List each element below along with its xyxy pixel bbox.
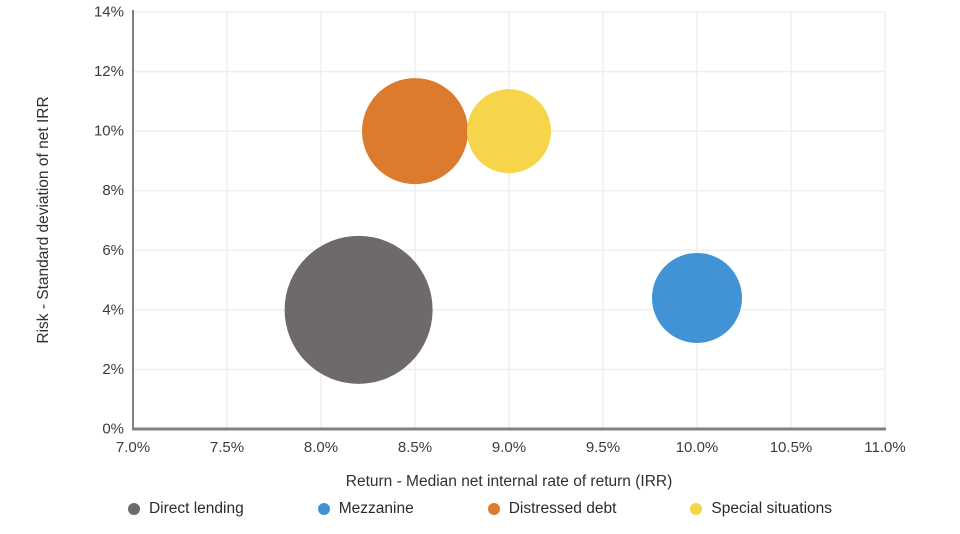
x-tick-label: 7.5% [210,439,244,456]
legend-item-special-situations: Special situations [690,500,832,518]
y-tick-label: 6% [102,242,124,259]
bubble-distressed-debt [362,78,468,185]
tick-labels: 7.0% 7.5% 8.0% 8.5% 9.0% 9.5% 10.0% 10.5% 11.0% 0… [94,4,906,457]
legend-marker-distressed-debt-icon [487,503,500,515]
y-tick-label: 12% [94,63,124,80]
y-tick-label: 14% [94,4,124,21]
legend-label-direct-lending: Direct lending [148,500,244,517]
legend-label-distressed-debt: Distressed debt [508,500,617,517]
y-tick-label: 10% [94,123,124,140]
x-axis-title: Return - Median net internal rate of ret… [346,473,673,490]
y-tick-label: 8% [102,182,124,199]
legend-item-mezzanine: Mezzanine [317,500,414,518]
y-tick-label: 2% [102,361,124,378]
chart-legend: Direct lending Mezzanine Distressed debt Sp… [0,500,960,518]
bubble-direct-lending [284,235,433,384]
bubbles [284,78,742,384]
legend-label-special-situations: Special situations [711,500,833,517]
y-tick-label: 0% [102,421,124,438]
legend-label-mezzanine: Mezzanine [338,500,414,517]
legend-item-distressed-debt: Distressed debt [487,500,617,518]
bubble-mezzanine [652,252,742,343]
x-tick-label: 11.0% [864,439,905,456]
bubble-chart-svg: 7.0% 7.5% 8.0% 8.5% 9.0% 9.5% 10.0% 10.5% 11.0% 0… [35,4,906,491]
legend-marker-mezzanine-icon [317,503,330,515]
y-axis-title: Risk - Standard deviation of net IRR [35,96,52,343]
x-tick-label: 9.5% [586,439,620,456]
legend-marker-special-situations-icon [690,503,703,515]
x-tick-label: 8.0% [304,439,338,456]
x-tick-label: 9.0% [492,439,526,456]
x-tick-label: 7.0% [116,439,150,456]
legend-marker-direct-lending-icon [127,503,140,515]
x-tick-label: 8.5% [398,439,432,456]
axes [132,10,886,431]
y-tick-label: 4% [102,301,124,318]
legend-item-direct-lending: Direct lending [127,500,244,518]
gridlines [133,11,886,429]
bubble-special-situations [467,89,551,174]
x-tick-label: 10.5% [770,439,813,456]
x-tick-label: 10.0% [676,439,719,456]
